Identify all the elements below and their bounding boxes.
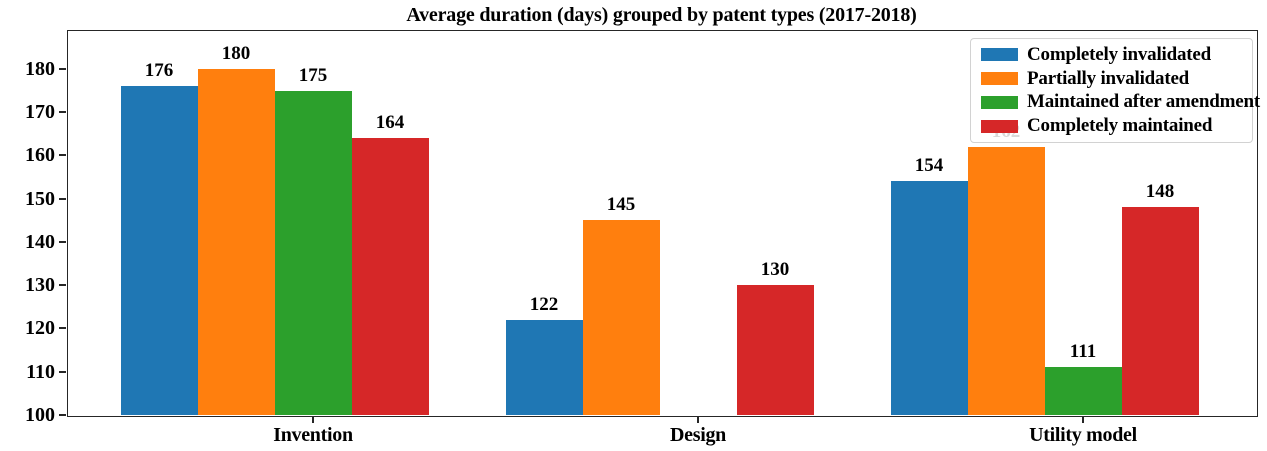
bar-value-label: 175 bbox=[298, 64, 328, 86]
x-tick-mark bbox=[1082, 417, 1084, 423]
legend-label: Completely invalidated bbox=[1027, 43, 1212, 65]
bar-partially-invalidated bbox=[197, 68, 275, 415]
bar-value-label: 145 bbox=[606, 194, 636, 216]
bar-value-label: 130 bbox=[760, 259, 790, 281]
legend-swatch-icon bbox=[981, 119, 1018, 133]
y-tick-mark bbox=[59, 370, 66, 373]
y-tick-label: 140 bbox=[25, 230, 55, 253]
legend-item-partially-invalidated: Partially invalidated bbox=[981, 67, 1252, 91]
x-tick-label-design: Design bbox=[670, 424, 726, 446]
y-tick-mark bbox=[59, 284, 66, 287]
y-tick-mark bbox=[59, 240, 66, 243]
legend-swatch-icon bbox=[981, 48, 1018, 62]
y-tick-mark bbox=[59, 414, 66, 416]
y-tick-mark bbox=[59, 327, 66, 330]
legend-swatch-icon bbox=[981, 72, 1018, 86]
y-tick-label: 120 bbox=[25, 317, 55, 340]
y-tick-label: 180 bbox=[25, 57, 55, 80]
bar-value-label: 176 bbox=[144, 60, 174, 82]
bar-value-label: 122 bbox=[529, 293, 559, 315]
bar-value-label: 111 bbox=[1069, 341, 1097, 363]
y-tick-label: 160 bbox=[25, 144, 55, 167]
legend-label: Partially invalidated bbox=[1027, 67, 1190, 89]
bar-value-label: 148 bbox=[1145, 181, 1175, 203]
bar-value-label: 154 bbox=[914, 155, 944, 177]
legend-swatch-icon bbox=[981, 95, 1018, 109]
x-tick-mark bbox=[697, 417, 699, 423]
legend-item-maintained-after-amendment: Maintained after amendment bbox=[981, 91, 1260, 115]
y-tick-label: 130 bbox=[25, 274, 55, 297]
bar-partially-invalidated bbox=[967, 146, 1045, 415]
y-tick-label: 170 bbox=[25, 101, 55, 124]
x-tick-label-invention: Invention bbox=[273, 424, 353, 446]
y-tick-mark bbox=[59, 154, 66, 157]
chart-title: Average duration (days) grouped by paten… bbox=[406, 4, 917, 26]
bar-value-label: 180 bbox=[221, 42, 251, 64]
bar-value-label: 164 bbox=[375, 112, 405, 134]
x-tick-label-utility-model: Utility model bbox=[1029, 424, 1137, 446]
bar-completely-invalidated bbox=[120, 86, 198, 415]
y-tick-mark bbox=[59, 67, 66, 70]
y-tick-mark bbox=[59, 197, 66, 200]
bar-maintained-after-amendment bbox=[1044, 367, 1122, 415]
legend-item-completely-maintained: Completely maintained bbox=[981, 114, 1252, 138]
bar-partially-invalidated bbox=[582, 220, 660, 415]
legend-label: Completely maintained bbox=[1027, 115, 1213, 137]
legend-item-completely-invalidated: Completely invalidated bbox=[981, 43, 1252, 67]
y-tick-label: 150 bbox=[25, 187, 55, 210]
y-tick-label: 110 bbox=[26, 360, 55, 383]
x-tick-mark bbox=[312, 417, 314, 423]
y-tick-label: 100 bbox=[25, 404, 55, 426]
bar-completely-maintained bbox=[736, 285, 814, 415]
bar-completely-maintained bbox=[1121, 207, 1199, 415]
legend-label: Maintained after amendment bbox=[1027, 91, 1260, 113]
bar-completely-invalidated bbox=[505, 319, 583, 415]
bar-completely-maintained bbox=[351, 138, 429, 415]
legend-box: Completely invalidated Partially invalida… bbox=[970, 38, 1260, 143]
bar-completely-invalidated bbox=[890, 181, 968, 415]
y-tick-mark bbox=[59, 111, 66, 114]
bar-maintained-after-amendment bbox=[274, 90, 352, 415]
